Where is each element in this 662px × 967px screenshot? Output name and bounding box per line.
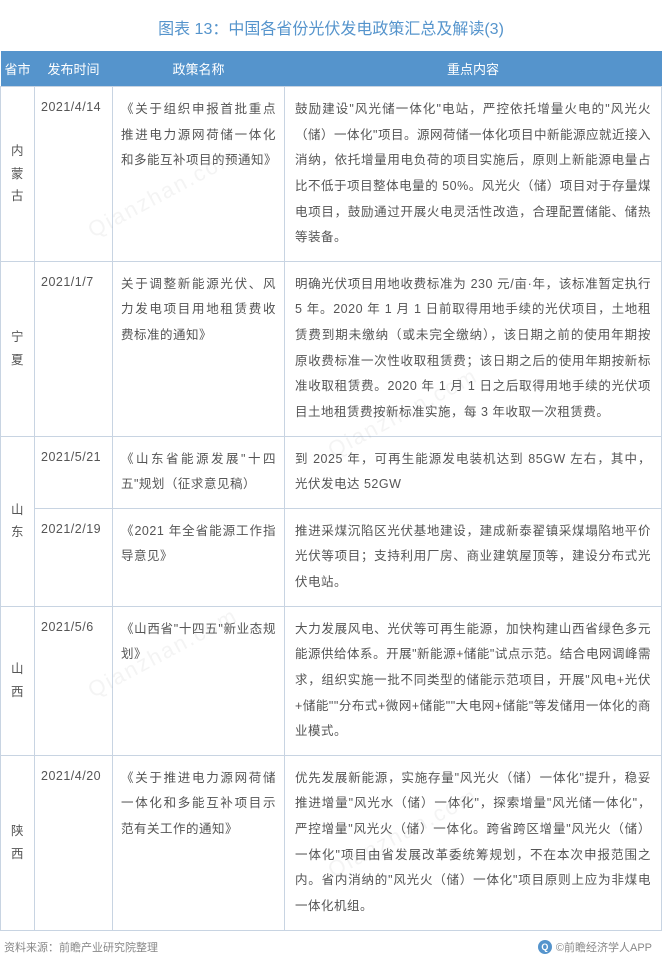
header-province: 省市 [1,51,35,87]
footer-brand: Q ©前瞻经济学人APP [538,939,652,955]
cell-date: 2021/1/7 [35,261,113,436]
cell-date: 2021/2/19 [35,508,113,606]
table-row: 宁夏 2021/1/7 关于调整新能源光伏、风力发电项目用地租赁费收费标准的通知… [1,261,662,436]
policy-table: 省市 发布时间 政策名称 重点内容 内蒙古 2021/4/14 《关于组织申报首… [0,51,662,931]
table-row: 2021/2/19 《2021 年全省能源工作指导意见》 推进采煤沉陷区光伏基地… [1,508,662,606]
cell-date: 2021/4/20 [35,755,113,930]
table-row: 山东 2021/5/21 《山东省能源发展"十四五"规划（征求意见稿） 到 20… [1,436,662,508]
footer: 资料来源：前瞻产业研究院整理 Q ©前瞻经济学人APP [0,931,662,965]
cell-content: 到 2025 年，可再生能源发电装机达到 85GW 左右，其中，光伏发电达 52… [285,436,662,508]
cell-policy: 《关于推进电力源网荷储一体化和多能互补项目示范有关工作的通知》 [113,755,285,930]
footer-source: 资料来源：前瞻产业研究院整理 [4,939,158,955]
cell-policy: 《山西省"十四五"新业态规划》 [113,606,285,755]
cell-policy: 《山东省能源发展"十四五"规划（征求意见稿） [113,436,285,508]
cell-province: 内蒙古 [1,87,35,262]
cell-date: 2021/4/14 [35,87,113,262]
table-row: 陕西 2021/4/20 《关于推进电力源网荷储一体化和多能互补项目示范有关工作… [1,755,662,930]
cell-province: 山西 [1,606,35,755]
cell-content: 大力发展风电、光伏等可再生能源，加快构建山西省绿色多元能源供给体系。开展"新能源… [285,606,662,755]
table-header-row: 省市 发布时间 政策名称 重点内容 [1,51,662,87]
cell-content: 明确光伏项目用地收费标准为 230 元/亩·年，该标准暂定执行 5 年。2020… [285,261,662,436]
cell-policy: 《关于组织申报首批重点推进电力源网荷储一体化和多能互补项目的预通知》 [113,87,285,262]
cell-province: 陕西 [1,755,35,930]
cell-date: 2021/5/21 [35,436,113,508]
cell-content: 优先发展新能源，实施存量"风光火（储）一体化"提升，稳妥推进增量"风光水（储）一… [285,755,662,930]
cell-province: 宁夏 [1,261,35,436]
footer-brand-text: ©前瞻经济学人APP [556,939,652,955]
table-row: 内蒙古 2021/4/14 《关于组织申报首批重点推进电力源网荷储一体化和多能互… [1,87,662,262]
brand-logo-icon: Q [538,940,552,954]
cell-province: 山东 [1,436,35,606]
cell-policy: 《2021 年全省能源工作指导意见》 [113,508,285,606]
cell-date: 2021/5/6 [35,606,113,755]
cell-content: 鼓励建设"风光储一体化"电站，严控依托增量火电的"风光火（储）一体化"项目。源网… [285,87,662,262]
header-date: 发布时间 [35,51,113,87]
cell-content: 推进采煤沉陷区光伏基地建设，建成新泰翟镇采煤塌陷地平价光伏等项目；支持利用厂房、… [285,508,662,606]
chart-title: 图表 13：中国各省份光伏发电政策汇总及解读(3) [0,0,662,51]
header-content: 重点内容 [285,51,662,87]
table-row: 山西 2021/5/6 《山西省"十四五"新业态规划》 大力发展风电、光伏等可再… [1,606,662,755]
cell-policy: 关于调整新能源光伏、风力发电项目用地租赁费收费标准的通知》 [113,261,285,436]
header-policy: 政策名称 [113,51,285,87]
